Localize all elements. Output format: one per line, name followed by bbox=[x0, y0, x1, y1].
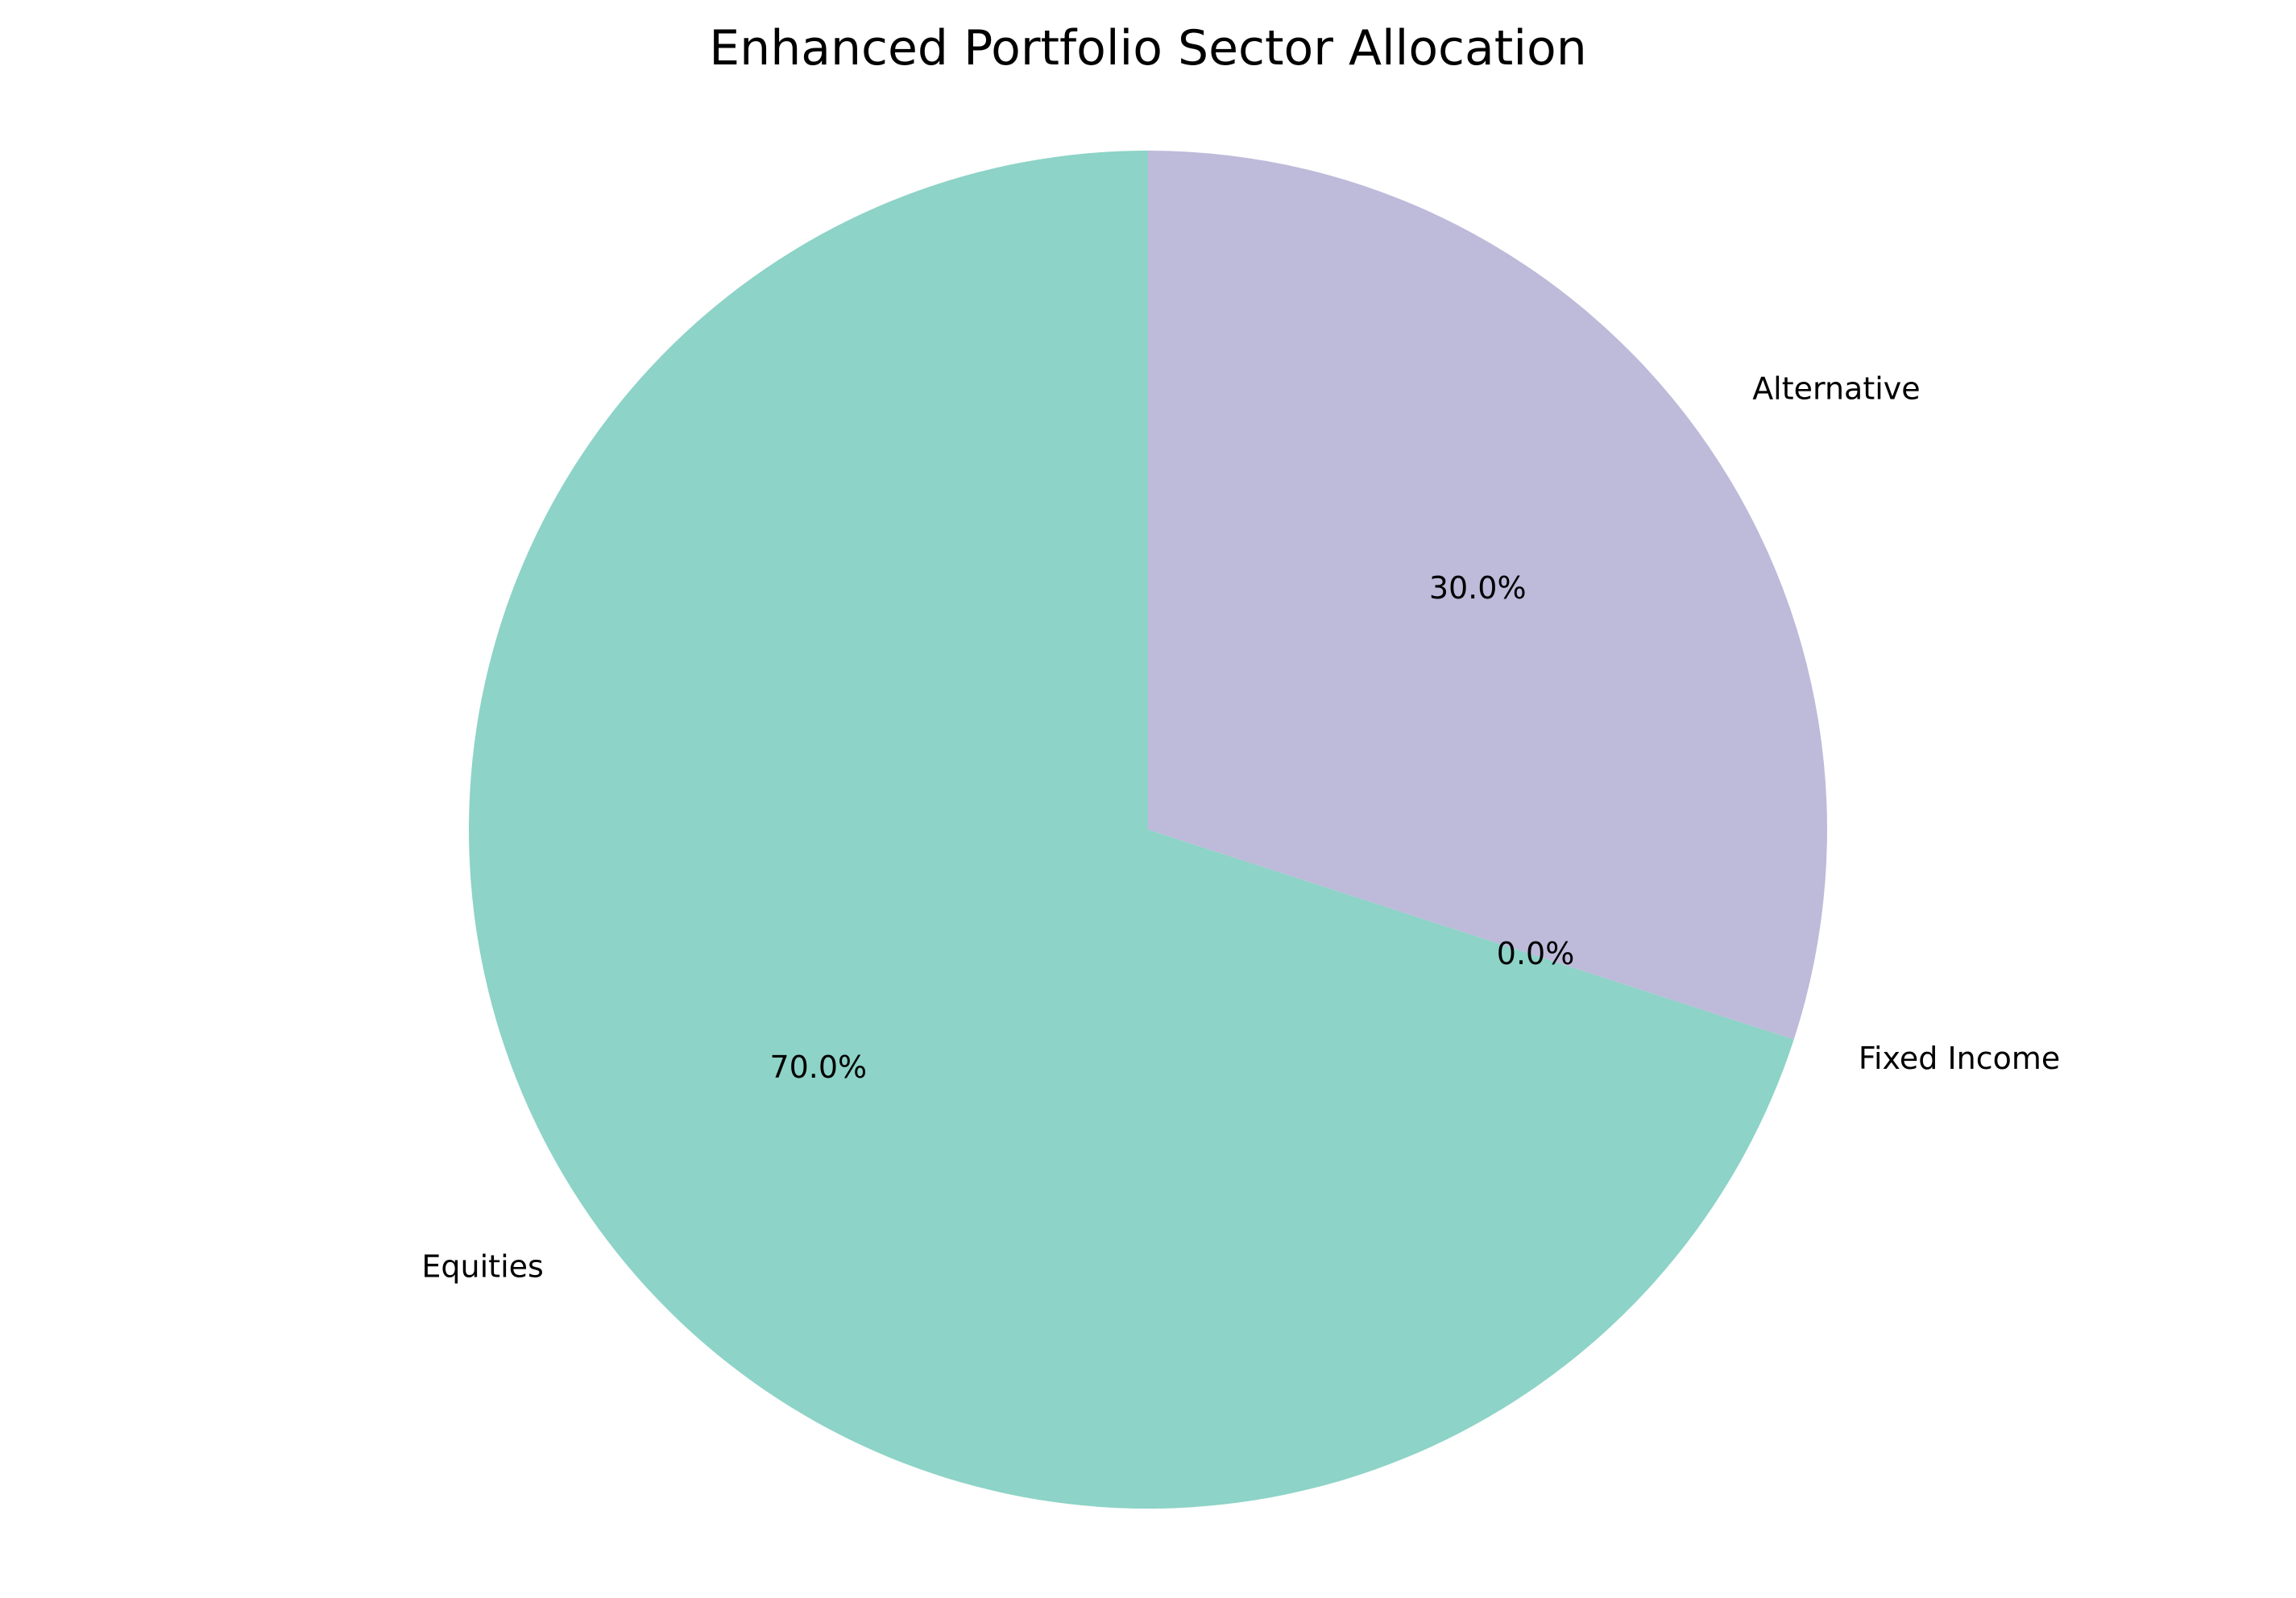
pct-label-fixed-income: 0.0% bbox=[1497, 936, 1575, 971]
pie-labels: Equities 70.0% Fixed Income 0.0% Alternative… bbox=[421, 371, 2060, 1284]
pie-slice-alternative bbox=[1148, 151, 1828, 1040]
pie-slice-equities bbox=[469, 151, 1794, 1509]
slice-label-alternative: Alternative bbox=[1752, 371, 1920, 406]
pie-slices bbox=[469, 151, 1828, 1509]
slice-label-equities: Equities bbox=[421, 1249, 543, 1285]
pct-label-equities: 70.0% bbox=[769, 1049, 867, 1085]
pct-label-alternative: 30.0% bbox=[1429, 570, 1527, 606]
chart-title: Enhanced Portfolio Sector Allocation bbox=[709, 20, 1586, 77]
slice-label-fixed-income: Fixed Income bbox=[1859, 1041, 2060, 1076]
